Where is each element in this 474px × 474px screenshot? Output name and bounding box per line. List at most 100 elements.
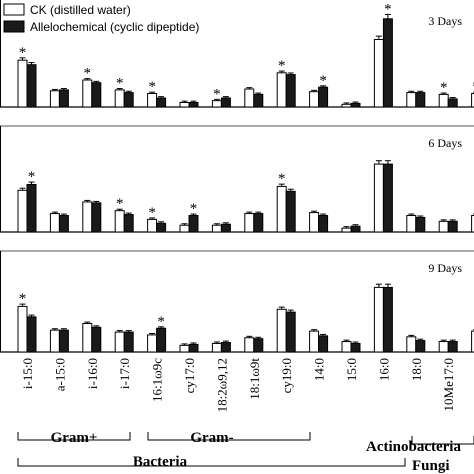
bar-allelochemical <box>415 216 426 233</box>
bar-ck <box>49 90 60 108</box>
bar-allelochemical <box>156 327 167 353</box>
bar-ck <box>179 102 190 108</box>
bar-allelochemical <box>350 102 361 108</box>
bar-allelochemical <box>156 222 167 233</box>
panel-1: 3 Days * * * * * * * * * * <box>0 0 474 108</box>
panel-day-label: 9 Days <box>428 261 462 275</box>
significance-star: * <box>28 169 36 185</box>
bar-allelochemical <box>58 89 69 108</box>
bar-ck <box>341 227 352 233</box>
bar-ck <box>244 88 255 108</box>
x-tick-label: 16:1ω9c <box>150 358 165 402</box>
legend-label-allelochemical: Allelochemical (cyclic dipeptide) <box>30 20 199 34</box>
bar-ck <box>438 341 449 353</box>
x-tick-label: 15:0 <box>344 358 359 381</box>
bar-allelochemical <box>285 190 296 233</box>
x-tick-label: 10Me17:0 <box>441 358 456 411</box>
panel-day-label: 3 Days <box>428 14 462 28</box>
bar-ck <box>406 92 417 108</box>
bar-allelochemical <box>156 97 167 108</box>
bar-allelochemical <box>188 102 199 108</box>
legend-swatch-ck <box>3 3 25 16</box>
bar-ck <box>244 213 255 233</box>
bar-allelochemical <box>285 74 296 108</box>
bar-ck <box>309 91 320 108</box>
bar-allelochemical <box>188 343 199 353</box>
bar-allelochemical <box>285 311 296 353</box>
bar-allelochemical <box>26 316 37 353</box>
bar-ck <box>147 334 158 353</box>
x-tick-label: i-15:0 <box>20 358 35 389</box>
bar-allelochemical <box>91 82 102 108</box>
significance-star: * <box>213 86 221 102</box>
x-tick-label: 18:1ω9t <box>247 358 262 400</box>
bar-allelochemical <box>91 326 102 353</box>
bar-ck <box>309 212 320 233</box>
bar-ck <box>82 323 93 353</box>
bar-ck <box>82 79 93 108</box>
group-brackets: Gram+ Gram-Bacteria Actinobacteria Fungi <box>17 430 474 474</box>
bar-allelochemical <box>318 215 329 233</box>
bar-ck <box>341 341 352 353</box>
bar-ck <box>276 308 287 353</box>
significance-star: * <box>278 58 286 74</box>
bar-allelochemical <box>447 341 458 353</box>
group-label-bacteria: Bacteria <box>133 454 188 470</box>
bar-allelochemical <box>318 86 329 108</box>
panel-2: 6 Days * * * * * <box>0 125 474 233</box>
bar-ck <box>276 72 287 108</box>
bar-ck <box>309 330 320 353</box>
bar-allelochemical <box>253 338 264 353</box>
x-tick-label: 16:0 <box>376 358 391 381</box>
significance-star: * <box>84 66 92 82</box>
x-tick-label: 14:0 <box>312 358 327 381</box>
bar-allelochemical <box>415 92 426 108</box>
bar-ck <box>211 224 222 233</box>
bar-allelochemical <box>123 214 134 233</box>
significance-star: * <box>116 76 124 92</box>
x-tick-label: i-16:0 <box>85 358 100 389</box>
bar-ck <box>114 210 125 233</box>
significance-star: * <box>472 79 474 95</box>
bar-ck <box>147 218 158 233</box>
bar-allelochemical <box>123 92 134 108</box>
significance-star: * <box>116 196 124 212</box>
bar-ck <box>373 163 384 233</box>
x-tick-label: a-15:0 <box>52 358 67 391</box>
bar-ck <box>471 215 474 233</box>
bar-ck <box>49 213 60 233</box>
bar-allelochemical <box>382 18 393 108</box>
bar-ck <box>114 89 125 108</box>
bar-allelochemical <box>123 331 134 353</box>
bar-allelochemical <box>415 340 426 353</box>
bar-ck <box>341 103 352 108</box>
bar-ck <box>211 342 222 353</box>
bar-ck <box>17 305 28 353</box>
x-tick-label: 18:2ω9,12 <box>214 358 229 412</box>
bar-ck <box>49 329 60 353</box>
bar-allelochemical <box>58 215 69 233</box>
significance-star: * <box>148 205 156 221</box>
significance-star: * <box>440 80 448 96</box>
bar-ck <box>17 189 28 233</box>
bar-ck <box>438 220 449 233</box>
bar-ck <box>373 286 384 353</box>
bar-ck <box>114 331 125 353</box>
x-tick-label: cy19:0 <box>279 358 294 393</box>
significance-star: * <box>148 79 156 95</box>
bar-ck <box>276 185 287 233</box>
bar-ck <box>17 59 28 108</box>
bar-ck <box>406 336 417 353</box>
bar-allelochemical <box>253 213 264 233</box>
bar-ck <box>406 215 417 233</box>
panel-3: 9 Days * * <box>0 250 474 353</box>
significance-star: * <box>19 45 27 61</box>
group-bracket-line <box>147 432 311 441</box>
bar-allelochemical <box>91 202 102 233</box>
bar-ck <box>147 93 158 108</box>
significance-star: * <box>278 171 286 187</box>
bar-allelochemical <box>58 329 69 353</box>
bar-ck <box>438 93 449 108</box>
bar-allelochemical <box>318 335 329 353</box>
